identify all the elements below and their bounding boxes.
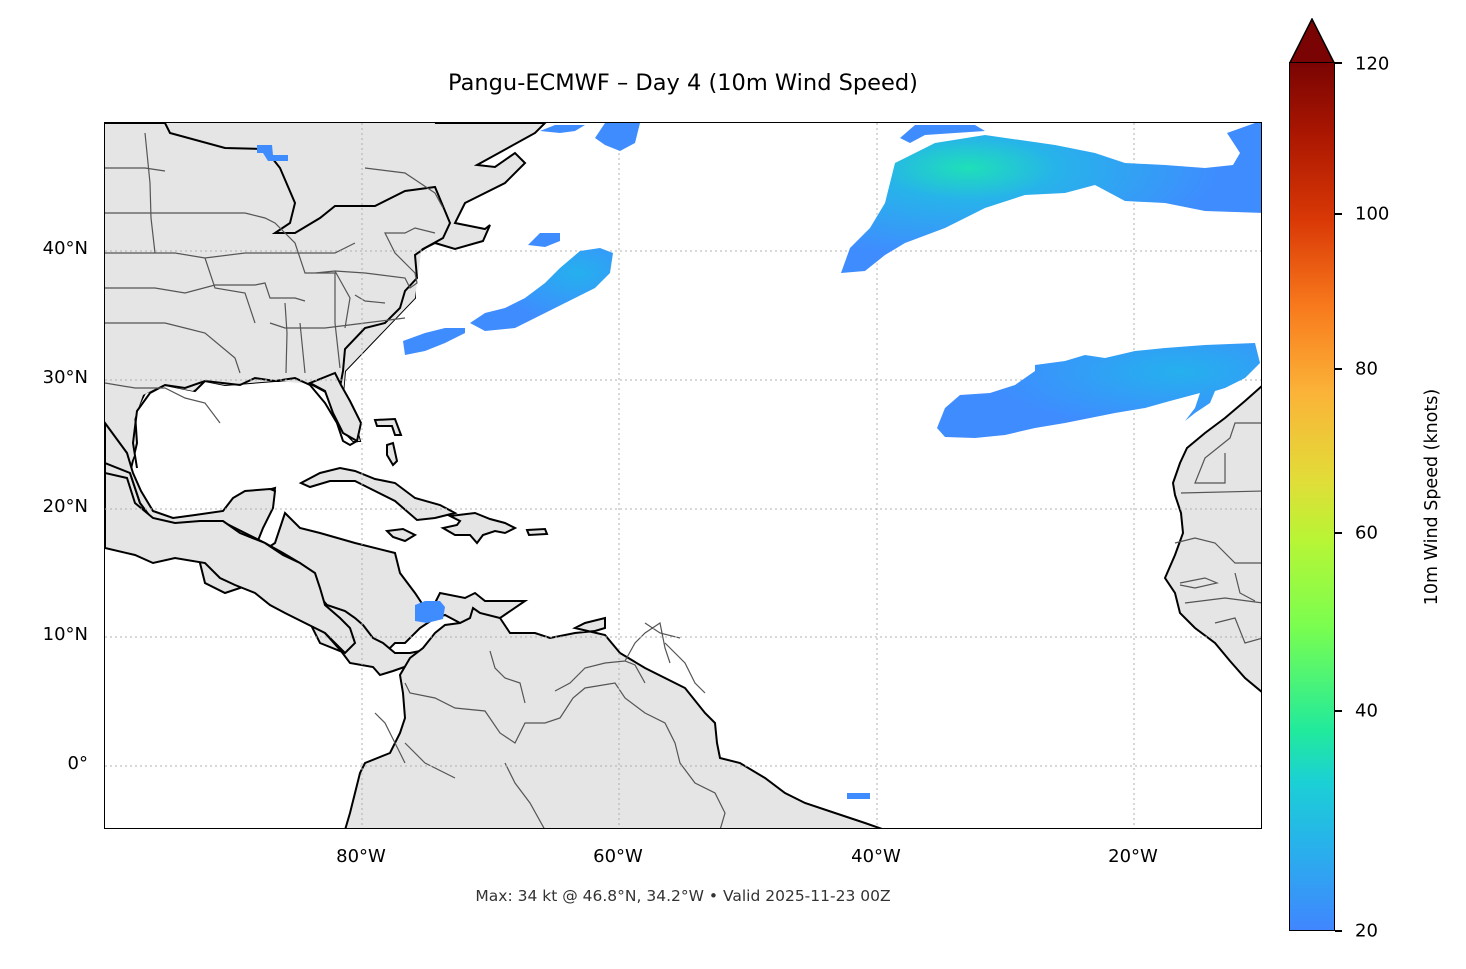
land-andros (386, 441, 399, 467)
colorbar-tick-40: 40 (1355, 700, 1378, 722)
colorbar-extend-arrow-icon (1289, 18, 1335, 64)
map-canvas (105, 123, 1261, 828)
wind-region-north-atlantic-jet (841, 123, 1261, 273)
wind-region-subtropical-band (937, 343, 1260, 438)
land-south-america (344, 606, 883, 828)
wind-region-offshore-ne (528, 233, 560, 247)
colorbar-tick-20: 20 (1355, 920, 1378, 942)
political-borders (105, 132, 1261, 828)
land-bahamas (373, 417, 403, 436)
lat-tick-40n: 40°N (42, 238, 88, 259)
land-cuba (298, 466, 458, 522)
wind-speed-field (257, 123, 1261, 799)
colorbar (1289, 62, 1335, 931)
lat-tick-0: 0° (67, 753, 88, 774)
lon-tick-40w: 40°W (851, 846, 901, 867)
lon-tick-20w: 20°W (1108, 846, 1158, 867)
coast-us-east (105, 123, 452, 469)
colorbar-tick-120: 120 (1355, 53, 1390, 75)
land-africa (1163, 385, 1261, 693)
colorbar-tickmark (1335, 213, 1342, 215)
figure-title: Pangu-ECMWF – Day 4 (10m Wind Speed) (448, 70, 918, 96)
lat-tick-10n: 10°N (42, 624, 88, 645)
lon-tick-80w: 80°W (336, 846, 386, 867)
colorbar-tickmark (1335, 62, 1342, 64)
land-mexico-west (105, 471, 357, 655)
wind-region-gulf-st-lawrence (540, 123, 640, 151)
wind-region-brazil-coast (847, 793, 870, 799)
max-wind-footer: Max: 34 kt @ 46.8°N, 34.2°W • Valid 2025… (475, 887, 891, 905)
lat-tick-20n: 20°N (42, 496, 88, 517)
lon-tick-60w: 60°W (593, 846, 643, 867)
wind-region-north-atlantic-top (900, 125, 985, 143)
colorbar-tick-60: 60 (1355, 522, 1378, 544)
colorbar-tick-80: 80 (1355, 358, 1378, 380)
wind-region-offshore-us-tail (403, 328, 465, 355)
land-florida (307, 371, 363, 443)
colorbar-tickmark (1335, 368, 1342, 370)
colorbar-tickmark (1335, 532, 1342, 534)
wind-region-caribbean (415, 601, 445, 623)
colorbar-label: 10m Wind Speed (knots) (1422, 388, 1442, 606)
land-jamaica (384, 527, 418, 543)
land-hispaniola (440, 511, 518, 545)
colorbar-tickmark (1335, 710, 1342, 712)
wind-region-offshore-us (470, 248, 613, 331)
wind-region-lake-superior (257, 145, 288, 161)
map-panel (104, 122, 1262, 829)
lat-tick-30n: 30°N (42, 367, 88, 388)
land-puerto-rico (525, 527, 549, 537)
colorbar-tick-100: 100 (1355, 203, 1390, 225)
colorbar-tickmark (1335, 930, 1342, 932)
